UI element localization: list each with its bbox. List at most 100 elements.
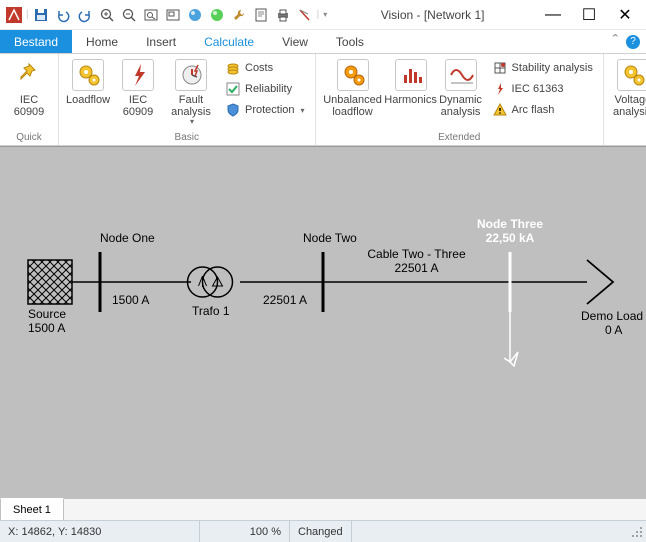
qat-sep2: | — [317, 9, 320, 20]
ribbon-group-basic: LoadflowIEC 60909Fault analysis▾CostsRel… — [59, 54, 316, 145]
zoom-fit-icon[interactable] — [141, 5, 161, 25]
volt-button[interactable]: Voltage analysis — [608, 56, 646, 121]
ribbon-tabs: Bestand Home Insert Calculate View Tools… — [0, 30, 646, 54]
quick-access-toolbar: | | ▾ — [4, 5, 329, 25]
status-state: Changed — [290, 521, 352, 542]
title-bar: | | ▾ Vision - [Network 1] — ☐ ✕ — [0, 0, 646, 30]
arc-button[interactable]: Arc flash — [488, 100, 597, 120]
redo-icon[interactable] — [75, 5, 95, 25]
zoom-in-icon[interactable] — [97, 5, 117, 25]
reliability-button[interactable]: Reliability — [221, 79, 309, 99]
ball-blue-icon[interactable] — [185, 5, 205, 25]
coins-icon — [225, 60, 241, 76]
status-zoom: 100 % — [200, 521, 290, 542]
iec60909-button[interactable]: IEC 60909 — [113, 56, 163, 121]
group-label: Basic — [63, 131, 311, 145]
tab-view[interactable]: View — [268, 30, 322, 53]
iec60909q-button[interactable]: IEC 60909 — [4, 56, 54, 121]
zoom-out-icon[interactable] — [119, 5, 139, 25]
ribbon-group-extra: Voltage analysis — [604, 54, 646, 145]
check-icon — [225, 81, 241, 97]
svg-text:Node One: Node One — [100, 231, 155, 245]
tab-home[interactable]: Home — [72, 30, 132, 53]
iec61363-button[interactable]: IEC 61363 — [488, 79, 597, 99]
gears-orange-icon — [337, 59, 369, 91]
ribbon-group-quick: IEC 60909 Quick — [0, 54, 59, 145]
undo-icon[interactable] — [53, 5, 73, 25]
window-controls: — ☐ ✕ — [536, 3, 642, 27]
harm-label: Harmonics — [384, 94, 437, 106]
resize-grip-icon[interactable] — [628, 521, 646, 542]
sheet-tab-1[interactable]: Sheet 1 — [0, 498, 64, 520]
ribbon-group-extended: Unbalanced loadflowHarmonicsDynamic anal… — [316, 54, 604, 145]
app-icon[interactable] — [4, 5, 24, 25]
svg-text:Node Three: Node Three — [477, 217, 543, 231]
printer-icon[interactable] — [273, 5, 293, 25]
svg-text:22,50 kA: 22,50 kA — [486, 231, 535, 245]
dropdown-arrow-icon: ▾ — [301, 106, 305, 115]
tab-calculate[interactable]: Calculate — [190, 30, 268, 53]
unbal-button[interactable]: Unbalanced loadflow — [320, 56, 386, 121]
unbal-label: Unbalanced loadflow — [323, 94, 383, 118]
loadflow-label: Loadflow — [66, 94, 110, 106]
iec60909-label: IEC 60909 — [116, 94, 160, 118]
save-icon[interactable] — [31, 5, 51, 25]
group-label: Extended — [320, 131, 599, 145]
fault-label: Fault analysis — [166, 94, 216, 118]
tab-tools[interactable]: Tools — [322, 30, 378, 53]
close-button[interactable]: ✕ — [608, 3, 642, 27]
ribbon: IEC 60909QuickLoadflowIEC 60909Fault ana… — [0, 54, 646, 146]
sheet-tabs: Sheet 1 — [0, 498, 646, 520]
svg-text:1500 A: 1500 A — [28, 321, 65, 335]
svg-text:Cable Two - Three: Cable Two - Three — [367, 247, 466, 261]
tab-insert[interactable]: Insert — [132, 30, 190, 53]
zoom-window-icon[interactable] — [163, 5, 183, 25]
wrench-icon[interactable] — [229, 5, 249, 25]
costs-label: Costs — [245, 62, 273, 74]
cut-icon[interactable] — [295, 5, 315, 25]
bars-icon — [395, 59, 427, 91]
group-label: Quick — [4, 131, 54, 145]
protection-button[interactable]: Protection ▾ — [221, 100, 309, 120]
svg-text:Node Two: Node Two — [303, 231, 357, 245]
svg-text:Trafo 1: Trafo 1 — [192, 304, 230, 318]
group-label — [608, 142, 646, 145]
fault-button[interactable]: Fault analysis▾ — [163, 56, 219, 130]
window-title: Vision - [Network 1] — [329, 8, 536, 22]
pin-icon — [13, 59, 45, 91]
reliability-label: Reliability — [245, 83, 292, 95]
stab-label: Stability analysis — [512, 62, 593, 74]
grid-icon — [492, 60, 508, 76]
gears-icon — [617, 59, 646, 91]
minimize-button[interactable]: — — [536, 3, 570, 27]
arc-label: Arc flash — [512, 104, 555, 116]
dropdown-arrow-icon: ▾ — [190, 118, 194, 127]
iec60909q-label: IEC 60909 — [7, 94, 51, 118]
stab-button[interactable]: Stability analysis — [488, 58, 597, 78]
harm-button[interactable]: Harmonics — [386, 56, 436, 109]
shield-icon — [225, 102, 241, 118]
qat-customize-icon[interactable]: ▾ — [321, 10, 329, 19]
svg-text:1500 A: 1500 A — [112, 293, 149, 307]
file-tab[interactable]: Bestand — [0, 30, 72, 53]
protection-label: Protection — [245, 104, 295, 116]
collapse-ribbon-icon[interactable]: ˆ — [613, 33, 618, 51]
svg-text:0 A: 0 A — [605, 323, 622, 337]
volt-label: Voltage analysis — [611, 94, 646, 118]
loadflow-button[interactable]: Loadflow — [63, 56, 113, 109]
gears-icon — [72, 59, 104, 91]
iec61363-label: IEC 61363 — [512, 83, 564, 95]
maximize-button[interactable]: ☐ — [572, 3, 606, 27]
diagram-canvas[interactable]: Source1500 ANode One1500 ATrafo 1Node Tw… — [0, 146, 646, 498]
print-preview-icon[interactable] — [251, 5, 271, 25]
dyn-button[interactable]: Dynamic analysis — [436, 56, 486, 121]
warn-icon — [492, 102, 508, 118]
dyn-label: Dynamic analysis — [439, 94, 483, 118]
qat-sep: | — [26, 9, 29, 20]
svg-text:22501 A: 22501 A — [263, 293, 307, 307]
ball-green-icon[interactable] — [207, 5, 227, 25]
costs-button[interactable]: Costs — [221, 58, 309, 78]
status-bar: X: 14862, Y: 14830 100 % Changed — [0, 520, 646, 542]
help-icon[interactable]: ? — [626, 35, 640, 49]
svg-text:Source: Source — [28, 307, 66, 321]
